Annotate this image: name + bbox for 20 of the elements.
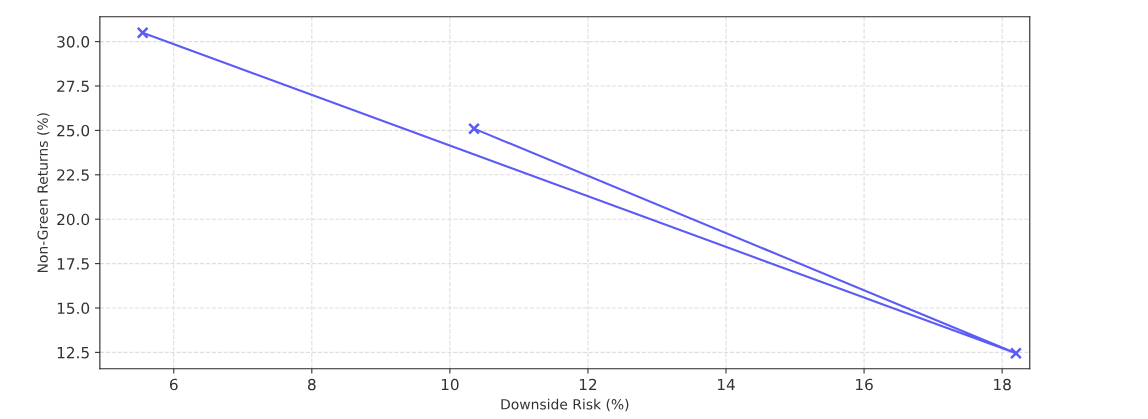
y-tick-label: 22.5 xyxy=(57,169,89,181)
x-tick-label: 14 xyxy=(717,378,735,391)
y-axis-title: Non-Green Returns (%) xyxy=(37,113,50,273)
y-tick-label: 25.0 xyxy=(57,124,90,137)
x-tick-label: 12 xyxy=(579,378,597,391)
x-tick-label: 18 xyxy=(994,378,1011,391)
x-tick-label: 10 xyxy=(441,378,459,391)
y-tick-label: 15.0 xyxy=(57,302,90,315)
y-tick-label: 30.0 xyxy=(57,36,90,48)
x-tick-label: 16 xyxy=(856,378,873,391)
y-tick-label: 20.0 xyxy=(57,213,90,226)
point xyxy=(467,122,481,135)
x-tick-label: 6 xyxy=(169,378,178,391)
x-tick-label: 8 xyxy=(307,378,316,391)
y-tick-label: 27.5 xyxy=(57,80,89,93)
x-axis-title: Downside Risk (%) xyxy=(501,398,629,412)
point xyxy=(1009,347,1023,360)
point xyxy=(136,26,149,39)
y-tick-label: 17.5 xyxy=(57,258,89,270)
y-tick-label: 12.5 xyxy=(57,346,89,359)
